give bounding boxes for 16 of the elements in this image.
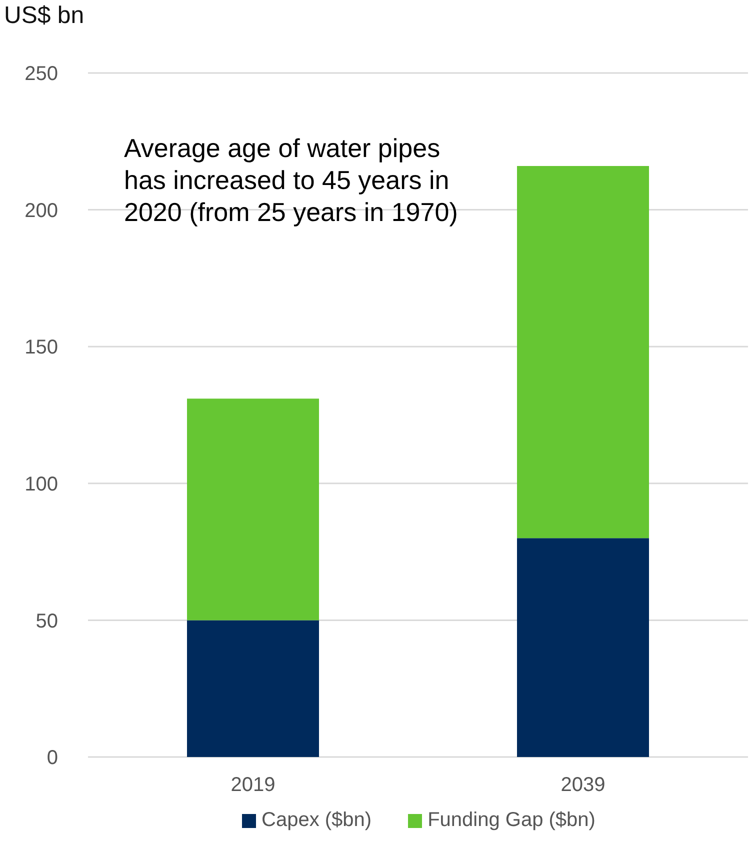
bar [517,166,649,538]
bar [517,538,649,757]
note-text: Average age of water pipes has increased to 45 years in 2020 (from 25 years in 1970) [124,132,459,228]
bar [187,398,319,620]
y-axis-title: US$ bn [4,2,84,30]
y-tick-label: 250 [24,63,58,86]
y-tick-label: 100 [24,474,58,496]
y-tick-label: 50 [36,610,58,632]
y-tick-label: 200 [24,200,58,222]
legend-label: Funding Gap ($bn) [428,809,596,832]
bar [187,620,319,757]
y-tick-label: 0 [46,747,58,770]
y-tick-label: 150 [24,336,58,359]
x-tick-label: 2039 [560,774,606,796]
legend-label: Capex ($bn) [262,809,372,832]
x-tick-label: 2019 [230,774,276,796]
